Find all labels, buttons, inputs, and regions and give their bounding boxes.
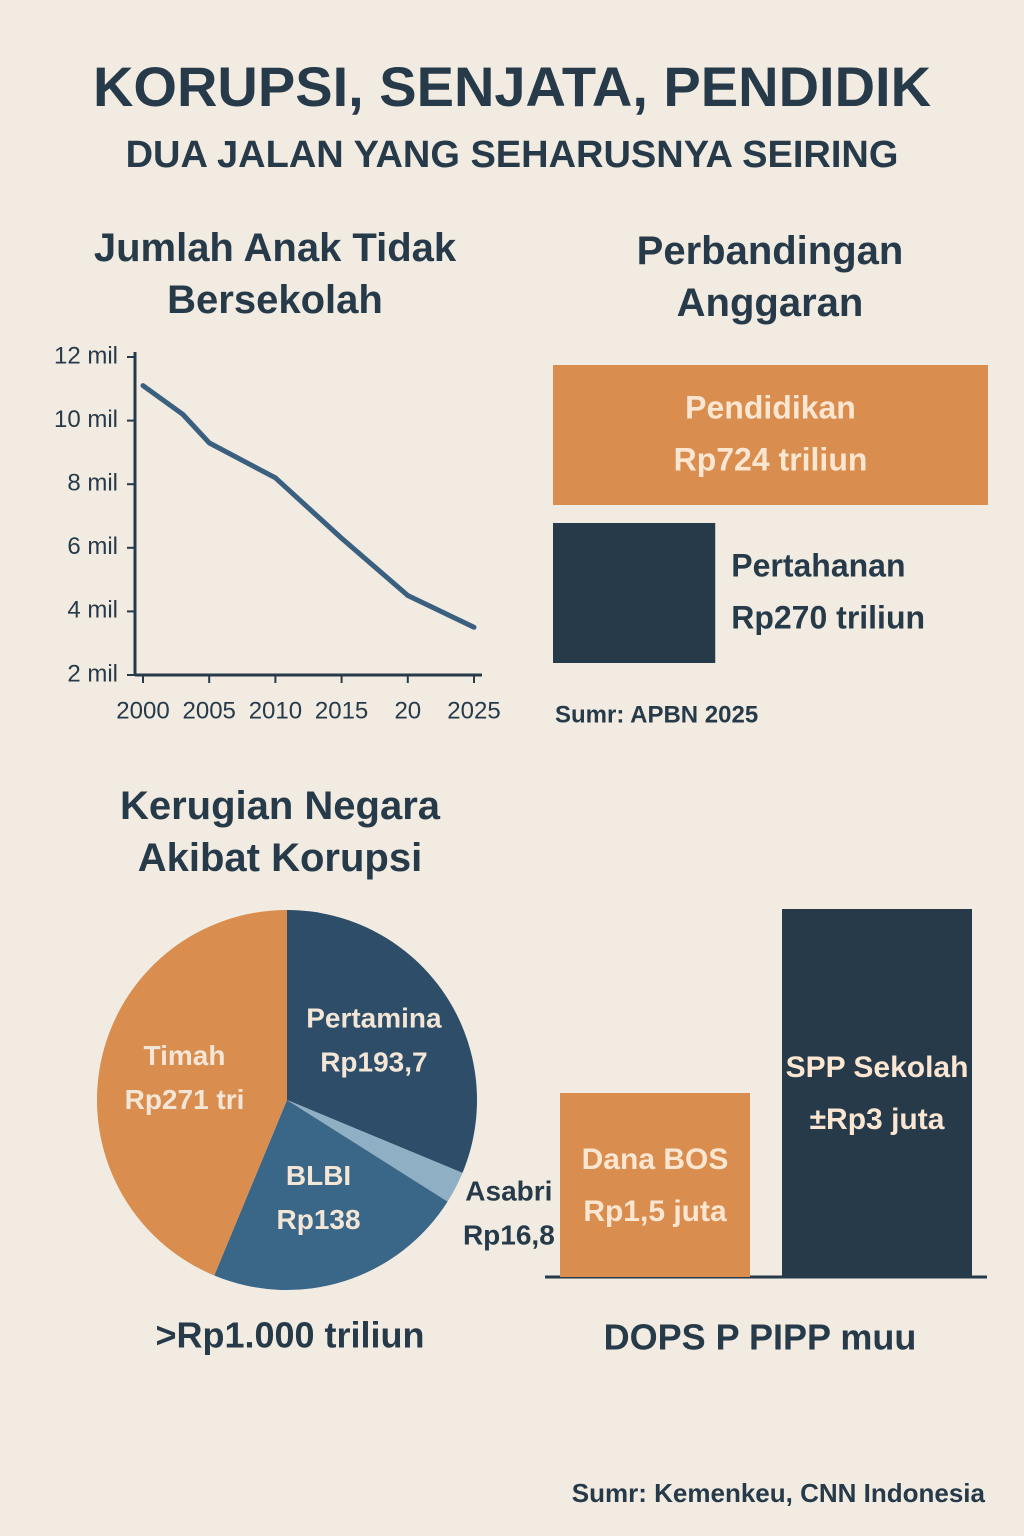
bar-category: Dana BOS: [582, 1143, 729, 1176]
pie-value-label: Rp193,7: [320, 1046, 427, 1077]
chart-title: Kerugian Negara Akibat Korupsi: [119, 784, 441, 880]
bar-category: Pertahanan: [731, 547, 905, 583]
y-tick-label: 8 mil: [67, 470, 118, 497]
pie-slice: [97, 910, 287, 1276]
bar: [553, 523, 716, 663]
chart-note: Sumr: APBN 2025: [555, 701, 758, 728]
page-subtitle: DUA JALAN YANG SEHARUSNYA SEIRING: [125, 134, 899, 176]
chart-note: >Rp1.000 triliun: [155, 1315, 424, 1356]
x-tick-label: 2010: [249, 697, 302, 724]
source: Sumr: Kemenkeu, CNN Indonesia: [572, 1478, 986, 1508]
y-tick-label: 12 mil: [54, 342, 118, 369]
pie-slice: [287, 910, 477, 1173]
bar-category: SPP Sekolah: [786, 1051, 969, 1084]
x-tick-label: 2015: [315, 697, 368, 724]
pie-value-label: Rp138: [277, 1204, 361, 1235]
page-title: KORUPSI, SENJATA, PENDIDIK: [92, 55, 932, 118]
pie-category: Pertamina: [306, 1002, 442, 1033]
bar: [560, 1093, 750, 1277]
bar-category: Pendidikan: [685, 389, 856, 425]
pie-slice: [214, 1100, 448, 1290]
pie-category: Timah: [144, 1040, 226, 1071]
x-tick-label: 2025: [447, 697, 500, 724]
bar-value-label: Rp1,5 juta: [583, 1195, 727, 1228]
chart-note: DOPS P PIPP muu: [604, 1317, 917, 1358]
x-tick-label: 2000: [116, 697, 169, 724]
line: [140, 383, 477, 630]
y-tick-label: 4 mil: [67, 597, 118, 624]
bar-value-label: ±Rp3 juta: [810, 1103, 945, 1136]
pie-slice: [287, 1100, 463, 1202]
y-tick-label: 10 mil: [54, 406, 118, 433]
pie-category: BLBI: [286, 1160, 351, 1191]
x-tick-label: 2005: [183, 697, 236, 724]
pie-value-label: Rp16,8: [463, 1220, 555, 1251]
bar-value-label: Rp270 triliun: [731, 599, 925, 635]
pie-value-label: Rp271 tri: [125, 1084, 245, 1115]
chart-title: Perbandingan Anggaran: [636, 229, 904, 325]
bar: [553, 365, 988, 505]
bar-value-label: Rp724 triliun: [674, 441, 868, 477]
bar: [782, 909, 972, 1277]
pie-category: Asabri: [465, 1176, 552, 1207]
y-tick-label: 6 mil: [67, 533, 118, 560]
chart-title: Jumlah Anak Tidak Bersekolah: [93, 226, 457, 322]
y-tick-label: 2 mil: [67, 660, 118, 687]
x-tick-label: 20: [394, 697, 421, 724]
